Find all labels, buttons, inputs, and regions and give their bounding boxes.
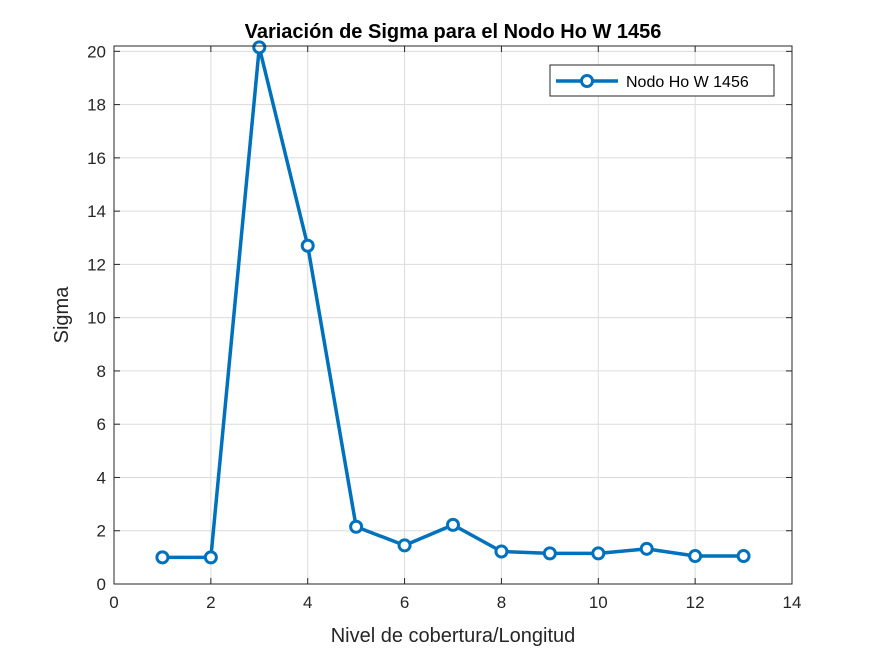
x-tick-labels: 0 2 4 6 8 10 12 14: [109, 593, 801, 612]
data-point-marker: [446, 517, 460, 532]
y-tick-label: 14: [87, 202, 106, 221]
x-tick-label: 2: [206, 593, 215, 612]
legend-label: Nodo Ho W 1456: [626, 74, 749, 91]
x-tick-label: 4: [303, 593, 312, 612]
y-axis-label: Sigma: [51, 286, 73, 344]
data-point-marker: [736, 549, 751, 564]
y-tick-label: 4: [97, 468, 106, 487]
series-layer: [155, 40, 751, 565]
data-point-marker: [252, 40, 267, 55]
data-point-marker: [203, 550, 218, 565]
plot-area: [114, 46, 792, 584]
y-tick-label: 8: [97, 362, 106, 381]
data-point-marker: [397, 538, 412, 553]
x-tick-label: 10: [589, 593, 608, 612]
x-tick-label: 6: [400, 593, 409, 612]
y-tick-label: 16: [87, 149, 106, 168]
legend: Nodo Ho W 1456: [549, 64, 775, 97]
data-point-marker: [688, 549, 703, 564]
chart-title: Variación de Sigma para el Nodo Ho W 145…: [245, 21, 662, 43]
data-point-marker: [591, 546, 606, 561]
y-tick-label: 10: [87, 309, 106, 328]
data-point-marker: [300, 238, 315, 253]
y-tick-label: 20: [87, 42, 106, 61]
data-point-marker: [155, 550, 170, 565]
y-tick-label: 12: [87, 255, 106, 274]
y-tick-label: 0: [97, 575, 106, 594]
y-tick-label: 6: [97, 415, 106, 434]
tick-marks: [113, 46, 793, 585]
data-point-marker: [639, 541, 654, 556]
y-tick-labels: 0 2 4 6 8 10 12 14 16 18 20: [87, 42, 106, 594]
y-tick-label: 2: [97, 522, 106, 541]
legend-marker: [580, 74, 594, 88]
x-axis-label: Nivel de cobertura/Longitud: [331, 625, 576, 647]
x-tick-label: 12: [686, 593, 705, 612]
data-point-marker: [494, 544, 509, 559]
axes-box: [113, 45, 793, 585]
data-point-marker: [349, 519, 364, 534]
x-tick-label: 0: [109, 593, 118, 612]
y-tick-label: 18: [87, 96, 106, 115]
x-tick-label: 8: [497, 593, 506, 612]
x-tick-label: 14: [783, 593, 802, 612]
data-point-marker: [542, 546, 557, 561]
